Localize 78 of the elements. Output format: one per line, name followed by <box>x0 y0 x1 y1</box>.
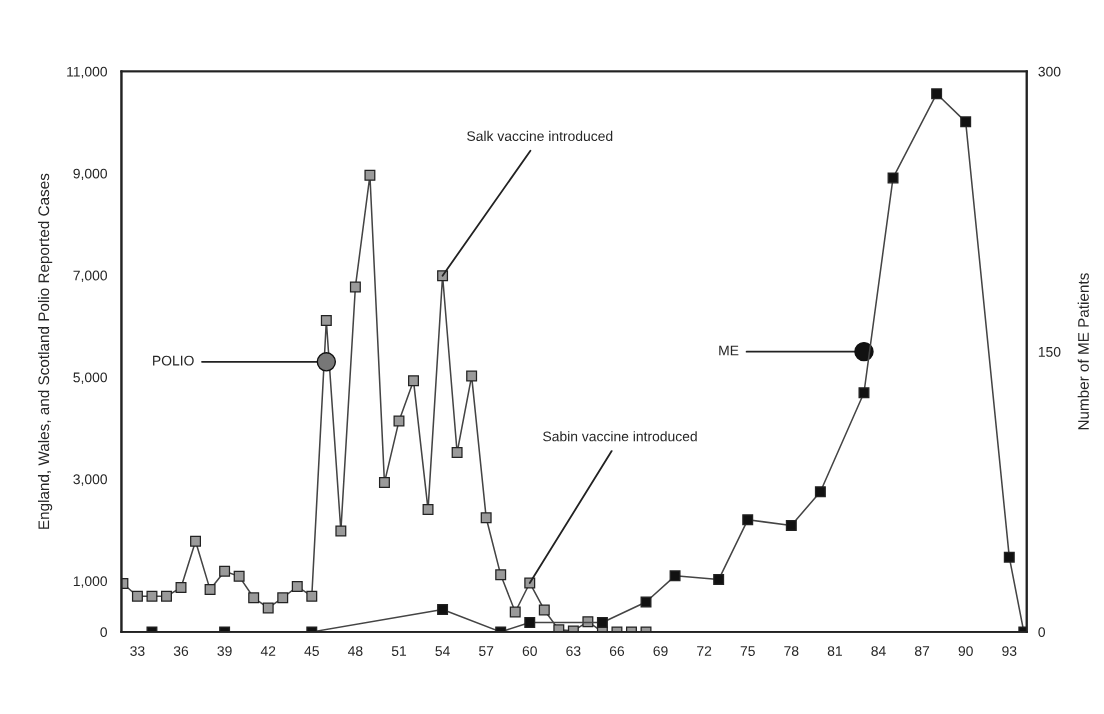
point <box>960 116 972 128</box>
x-tick-label: 66 <box>609 646 625 656</box>
point <box>582 616 594 628</box>
y2-tick-label: 300 <box>1038 66 1061 77</box>
point <box>364 169 376 181</box>
y-axis-title: England, Wales, and Scotland Polio Reported Cases <box>37 173 53 529</box>
point <box>393 415 405 427</box>
point <box>524 617 536 629</box>
x-tick-label: 63 <box>566 646 581 656</box>
annotation: Salk vaccine introduced <box>467 130 613 142</box>
x-tick-label: 78 <box>784 646 799 656</box>
y-tick-label: 11,000 <box>67 66 108 79</box>
point <box>248 592 260 604</box>
point <box>887 172 899 184</box>
annotation: Sabin vaccine introduced <box>543 431 697 442</box>
x-tick-label: 42 <box>260 646 276 656</box>
x-tick-label: 54 <box>435 646 450 656</box>
x-tick-label: 93 <box>1002 646 1017 656</box>
point <box>742 514 754 526</box>
point <box>596 617 608 629</box>
x-tick-label: 75 <box>740 646 755 656</box>
point <box>814 486 826 498</box>
point <box>320 315 332 327</box>
point <box>349 281 361 293</box>
point <box>669 570 681 582</box>
point <box>480 512 492 524</box>
point <box>146 590 158 602</box>
point <box>233 570 245 582</box>
y2-tick-label: 0 <box>1038 627 1046 638</box>
point <box>538 604 550 616</box>
x-tick-label: 87 <box>914 646 930 656</box>
y-tick-label: 5,000 <box>73 372 108 384</box>
y-tick-label: 1,000 <box>73 576 108 588</box>
point <box>785 519 797 531</box>
point <box>131 590 143 602</box>
point <box>931 88 943 100</box>
point <box>509 606 521 618</box>
y-tick-label: 7,000 <box>73 270 108 283</box>
point <box>713 574 725 586</box>
x-tick-label: 81 <box>827 646 842 656</box>
point <box>495 569 507 581</box>
point <box>335 525 347 537</box>
x-tick-label: 48 <box>347 646 363 656</box>
annotation: POLIO <box>153 355 194 366</box>
point <box>262 602 274 614</box>
point <box>277 592 289 604</box>
point <box>1003 551 1015 563</box>
point <box>378 477 390 489</box>
y2-tick-label: 150 <box>1038 346 1061 357</box>
y-tick-label: 9,000 <box>73 168 108 181</box>
point <box>451 447 463 459</box>
point <box>175 582 187 594</box>
x-tick-label: 33 <box>130 646 145 656</box>
x-tick-label: 69 <box>653 646 668 656</box>
point <box>422 504 434 516</box>
x-tick-label: 72 <box>697 646 712 656</box>
x-tick-label: 90 <box>958 646 973 656</box>
point <box>219 565 231 577</box>
point <box>306 590 318 602</box>
y-tick-label: 0 <box>100 627 108 638</box>
x-tick-label: 39 <box>217 646 232 656</box>
x-tick-label: 45 <box>304 646 319 656</box>
point <box>190 535 202 547</box>
x-tick-label: 84 <box>871 646 886 656</box>
point <box>204 584 216 596</box>
point <box>858 387 870 399</box>
annotation: ME <box>719 345 739 356</box>
x-tick-label: 36 <box>173 646 189 656</box>
x-tick-label: 57 <box>479 646 494 656</box>
point <box>161 590 172 602</box>
point <box>437 603 449 615</box>
x-tick-label: 60 <box>522 646 537 656</box>
x-tick-label: 51 <box>391 646 407 656</box>
point <box>408 375 419 387</box>
y2-axis-title: Number of ME Patients <box>1077 273 1089 430</box>
y-tick-label: 3,000 <box>73 474 108 486</box>
point <box>466 370 478 382</box>
point <box>291 581 303 593</box>
